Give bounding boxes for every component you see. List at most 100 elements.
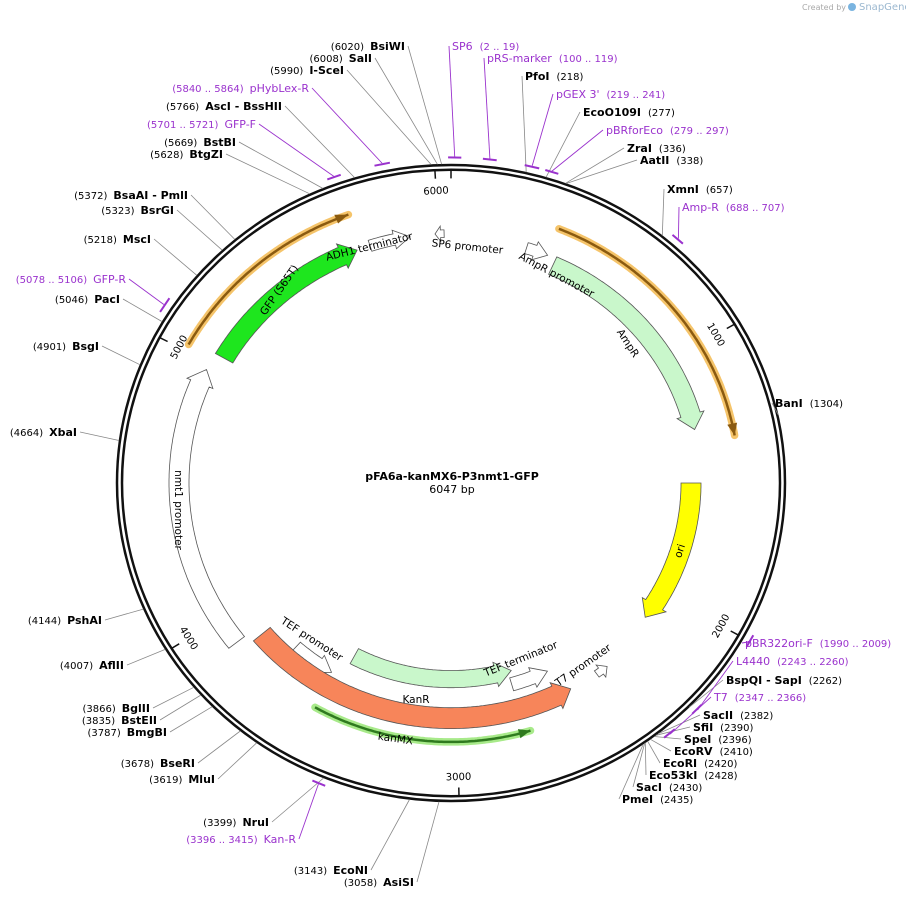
site-label: (338) [676, 156, 703, 167]
primer-label: T7 (2347 .. 2366) [713, 691, 806, 704]
enzyme-name: XmnI [667, 183, 699, 196]
enzyme-name: BstBI [203, 136, 236, 149]
enzyme-name: MscI [123, 233, 151, 246]
enzyme-label: (3619) MluI [149, 773, 215, 786]
enzyme-site-line [238, 141, 323, 189]
site-label: (5669) [164, 138, 197, 149]
site-label: (5628) [150, 150, 183, 161]
feature-label: nmt1 promoter [172, 470, 184, 550]
enzyme-name: EcoNI [333, 864, 368, 877]
enzyme-label: EcoRV (2410) [674, 745, 753, 758]
primer-name: pBR322ori-F [745, 637, 813, 650]
primer-site-line [448, 45, 456, 157]
primer-label: SP6 (2 .. 19) [452, 40, 519, 53]
site-label: (688 .. 707) [726, 203, 785, 214]
enzyme-name: ZraI [627, 142, 652, 155]
site-label: (4664) [10, 428, 43, 439]
feature-arrow [349, 648, 512, 689]
enzyme-name: EcoRV [674, 745, 713, 758]
site-label: (5990) [270, 66, 303, 77]
site-label: (3866) [83, 704, 116, 715]
enzyme-site-line [122, 298, 163, 322]
feature-arrow [641, 482, 702, 618]
site-label: (3396 .. 3415) [186, 835, 258, 846]
primer-label: Amp-R (688 .. 707) [682, 201, 785, 214]
enzyme-label: PfoI (218) [525, 70, 583, 83]
enzyme-site-line [169, 706, 213, 733]
primer-site [482, 157, 497, 162]
enzyme-name: AflII [99, 659, 124, 672]
enzyme-label: (4007) AflII [60, 659, 124, 672]
enzyme-name: BmgBI [127, 726, 167, 739]
tick-mark [434, 170, 437, 179]
watermark-brand: SnapGene [859, 2, 906, 13]
site-label: (2262) [809, 676, 842, 687]
site-label: (277) [648, 108, 675, 119]
primer-site [663, 728, 676, 739]
enzyme-label: (3399) NruI [203, 816, 269, 829]
site-label: (219 .. 241) [607, 90, 666, 101]
primer-arc-head [727, 422, 738, 436]
enzyme-name: NruI [242, 816, 269, 829]
tick-label: 1000 [704, 321, 726, 349]
feature-arrow [593, 664, 608, 679]
enzyme-site-line [407, 45, 442, 165]
enzyme-site-line [650, 738, 672, 752]
enzyme-name: BtgZI [189, 148, 223, 161]
enzyme-site-line [545, 111, 581, 178]
site-label: (1990 .. 2009) [820, 639, 892, 650]
primer-label: L4440 (2243 .. 2260) [736, 655, 849, 668]
enzyme-name: AsiSI [383, 876, 414, 889]
enzyme-site-line [521, 75, 527, 173]
site-label: (2347 .. 2366) [735, 693, 807, 704]
watermark-prefix: Created by [802, 3, 846, 12]
site-label: (2243 .. 2260) [777, 657, 849, 668]
enzyme-site-line [284, 105, 355, 178]
enzyme-label: ZraI (336) [627, 142, 686, 155]
enzyme-site-line [647, 741, 661, 764]
enzyme-site-line [566, 159, 638, 184]
site-label: (2382) [740, 711, 773, 722]
primer-name: SP6 [452, 40, 473, 53]
enzyme-name: I-SceI [309, 64, 344, 77]
primer-site [374, 161, 391, 167]
enzyme-label: (5669) BstBI [164, 136, 236, 149]
enzyme-label: (5628) BtgZI [150, 148, 223, 161]
enzyme-name: SpeI [684, 733, 711, 746]
site-label: (3143) [294, 866, 327, 877]
site-label: (4007) [60, 661, 93, 672]
enzyme-name: PshAI [67, 614, 102, 627]
primer-arc-head [517, 729, 531, 739]
enzyme-label: (6008) SalI [310, 52, 372, 65]
primer-site-line [669, 696, 712, 735]
feature-arrow [524, 240, 549, 261]
primer-site-line [551, 129, 604, 172]
enzyme-name: SacII [703, 709, 733, 722]
feature-label: kanMX [377, 731, 414, 748]
feature-arrow [367, 229, 411, 252]
enzyme-site-line [126, 649, 166, 666]
primer-site [671, 234, 684, 245]
enzyme-name: BsiWI [370, 40, 405, 53]
tick-mark [159, 336, 168, 343]
site-label: (6020) [331, 42, 364, 53]
site-label: (5046) [55, 295, 88, 306]
site-label: (2428) [704, 771, 737, 782]
primer-name: pRS-marker [487, 52, 552, 65]
plasmid-length: 6047 bp [429, 483, 474, 496]
primer-site-line [258, 123, 334, 177]
tick-label: 4000 [177, 625, 200, 652]
backbone-outer [115, 163, 787, 803]
enzyme-site-line [370, 799, 410, 871]
site-label: (218) [557, 72, 584, 83]
enzyme-label: (5046) PacI [55, 293, 120, 306]
primer-site [312, 779, 326, 787]
primer-site-line [531, 93, 554, 166]
primer-name: pBRforEco [606, 124, 663, 137]
enzyme-site-line [271, 777, 324, 823]
watermark-icon [848, 3, 856, 11]
enzyme-label: (5323) BsrGI [101, 204, 174, 217]
enzyme-label: PmeI (2435) [622, 793, 693, 806]
